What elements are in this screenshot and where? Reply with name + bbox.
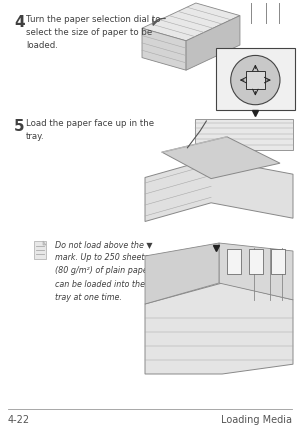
- Bar: [216, 49, 295, 110]
- Text: Load the paper face up in the
tray.: Load the paper face up in the tray.: [26, 119, 154, 141]
- Text: Turn the paper selection dial to
select the size of paper to be
loaded.: Turn the paper selection dial to select …: [26, 15, 160, 50]
- Bar: [34, 242, 46, 259]
- Bar: [249, 249, 263, 274]
- Circle shape: [231, 56, 280, 106]
- Text: 4-22: 4-22: [8, 414, 30, 424]
- Text: 5: 5: [14, 119, 25, 134]
- Bar: [246, 72, 265, 90]
- Polygon shape: [142, 4, 240, 42]
- Polygon shape: [145, 159, 293, 222]
- Polygon shape: [145, 283, 293, 374]
- Text: Loading Media: Loading Media: [221, 414, 292, 424]
- Text: 4: 4: [14, 15, 25, 30]
- Polygon shape: [219, 243, 293, 300]
- Polygon shape: [162, 138, 280, 179]
- Polygon shape: [43, 242, 46, 245]
- Polygon shape: [142, 29, 186, 71]
- Bar: [271, 249, 285, 274]
- Bar: [227, 249, 241, 274]
- Polygon shape: [186, 17, 240, 71]
- Polygon shape: [145, 243, 219, 304]
- Text: Do not load above the ▼
mark. Up to 250 sheets
(80 g/m²) of plain paper
can be l: Do not load above the ▼ mark. Up to 250 …: [55, 239, 152, 301]
- Polygon shape: [195, 120, 293, 151]
